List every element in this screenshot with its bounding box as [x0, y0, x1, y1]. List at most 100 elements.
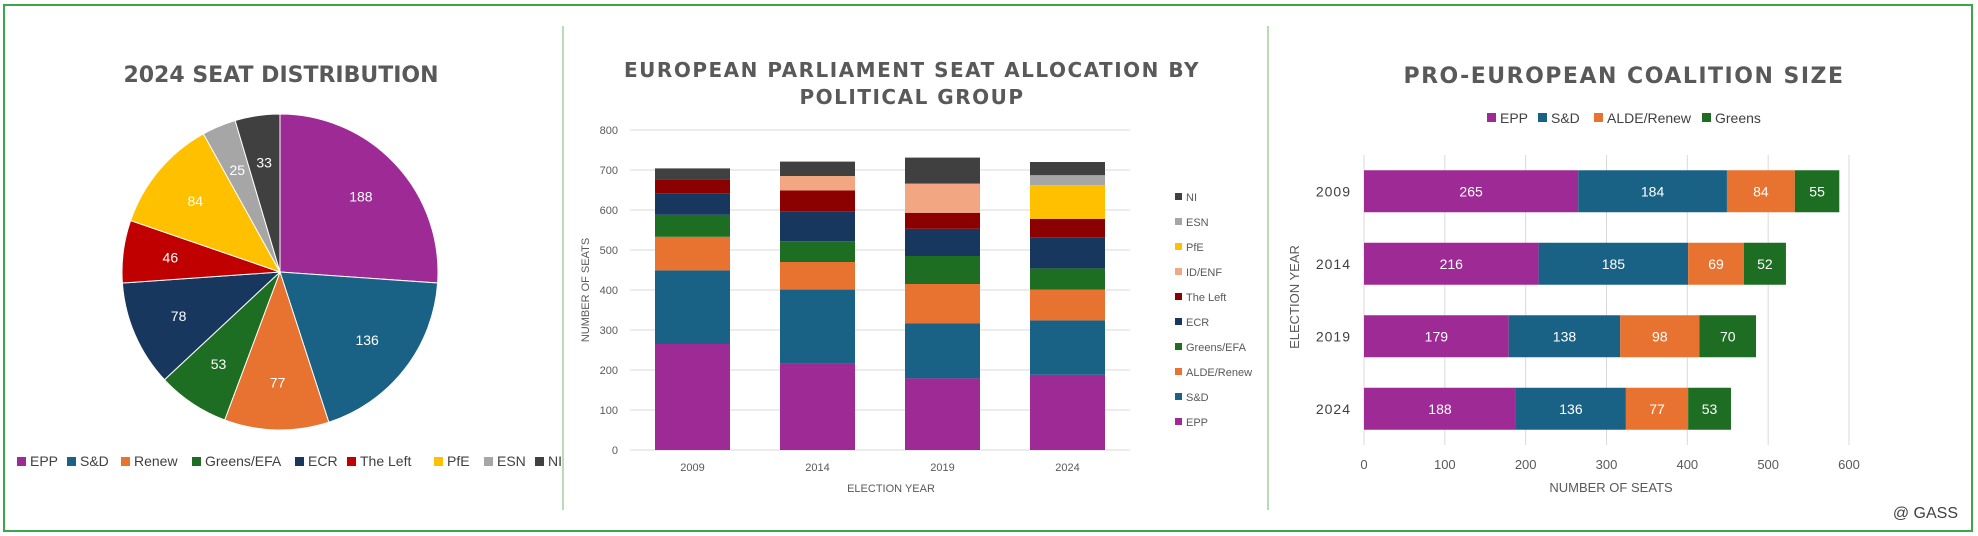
hbar-y-tick-label: 2009 [1316, 183, 1351, 199]
hbar-value-label: 52 [1757, 256, 1773, 272]
bar-legend-label-pfe: PfE [1186, 242, 1204, 254]
hbar-segment-alde-renew-2019 [1620, 315, 1700, 358]
bar-y-tick-label: 100 [600, 405, 618, 417]
bar-y-tick-label: 300 [600, 325, 618, 337]
bar-legend-swatch-epp [1175, 418, 1182, 425]
hbar-y-tick-label: 2024 [1316, 401, 1351, 417]
bar-legend-label-sandd: S&D [1186, 392, 1209, 404]
hbar-y-tick-label: 2019 [1316, 328, 1351, 344]
bar-segment-id-enf-2019 [905, 183, 980, 213]
hbar-segment-sandd-2014 [1538, 242, 1689, 285]
bar-legend-swatch-greens-efa [1175, 343, 1182, 350]
pie-slice-ni [234, 113, 281, 273]
bar-y-tick-label: 0 [612, 445, 618, 457]
bar-legend-swatch-esn [1175, 218, 1182, 225]
pie-legend-label-sandd: S&D [80, 453, 109, 469]
hbar-plot-area: 0 100 200 300 400 500 600 265 184 84 55 2009 216 185 6… [1316, 155, 1860, 472]
pie-label-epp: 188 [349, 189, 373, 205]
bar-legend-label-alde-renew: ALDE/Renew [1186, 367, 1252, 379]
bar-segment-ecr-2014 [780, 211, 855, 242]
hbar-x-tick-label: 100 [1434, 457, 1456, 472]
hbar-legend-swatch-epp [1487, 113, 1496, 122]
hbar-legend-label-sandd: S&D [1551, 110, 1580, 126]
bar-legend-label-ecr: ECR [1186, 317, 1209, 329]
hbar-segment-epp-2019 [1364, 315, 1509, 358]
dashboard-frame [3, 4, 1973, 532]
bar-legend-swatch-alde-renew [1175, 368, 1182, 375]
hbar-value-label: 188 [1428, 401, 1452, 417]
pie-legend-swatch-sandd [67, 457, 76, 466]
hbar-value-label: 216 [1440, 256, 1464, 272]
pie-slices: 188 136 77 53 78 46 84 25 33 [121, 113, 439, 431]
hbar-x-tick-label: 200 [1515, 457, 1537, 472]
hbar-value-label: 70 [1720, 328, 1736, 344]
hbar-x-tick-label: 400 [1676, 457, 1698, 472]
bar-segment-ni-2014 [780, 161, 855, 176]
bar-segment-sandd-2009 [655, 270, 730, 344]
bar-segment-esn-2024 [1030, 175, 1105, 186]
pie-slice-pfe [129, 133, 282, 273]
hbar-segment-sandd-2009 [1578, 170, 1727, 213]
pie-label-ni: 33 [256, 155, 272, 171]
bar-segment-greens-efa-2014 [780, 241, 855, 262]
hbar-value-label: 84 [1753, 183, 1769, 199]
bar-segment-epp-2009 [655, 344, 730, 450]
pie-legend-swatch-pfe [434, 457, 443, 466]
hbar-x-tick-label: 600 [1838, 457, 1860, 472]
bar-legend-label-the-left: The Left [1186, 292, 1226, 304]
pie-label-greens-efa: 53 [211, 356, 227, 372]
hbar-segment-sandd-2024 [1515, 387, 1626, 430]
pie-legend-swatch-ni [535, 457, 544, 466]
bar-segment-greens-efa-2019 [905, 256, 980, 284]
pie-legend-label-epp: EPP [30, 453, 58, 469]
pie-label-sandd: 136 [355, 332, 379, 348]
bar-segment-pfe-2024 [1030, 185, 1105, 219]
pie-label-renew: 77 [270, 375, 286, 391]
bar-y-tick-label: 200 [600, 365, 618, 377]
pie-label-ecr: 78 [171, 308, 187, 324]
bar-legend-swatch-ecr [1175, 318, 1182, 325]
bar-segment-alde-renew-2019 [905, 284, 980, 324]
bar-segment-greens-efa-2024 [1030, 268, 1105, 290]
hbar-value-label: 179 [1425, 328, 1449, 344]
bar-segment-the-left-2009 [655, 179, 730, 194]
bar-x-tick-label: 2019 [930, 462, 954, 474]
hbar-value-label: 185 [1602, 256, 1626, 272]
pie-legend-label-the-left: The Left [360, 453, 411, 469]
hbar-value-label: 265 [1459, 183, 1483, 199]
hbar-value-label: 69 [1708, 256, 1724, 272]
hbar-value-label: 98 [1652, 328, 1668, 344]
pie-legend-swatch-ecr [295, 457, 304, 466]
pie-legend-label-greens-efa: Greens/EFA [205, 453, 282, 469]
bar-x-tick-label: 2014 [805, 462, 829, 474]
bar-legend-label-greens-efa: Greens/EFA [1186, 342, 1247, 354]
credit-text: @ GASS [1893, 505, 1958, 522]
horizontal-bar-chart-panel: PRO-EUROPEAN COALITION SIZE EPP S&D ALDE/R… [1287, 64, 1860, 495]
hbar-value-label: 136 [1559, 401, 1583, 417]
bar-x-tick-label: 2009 [680, 462, 704, 474]
pie-legend-swatch-epp [17, 457, 26, 466]
pie-label-pfe: 84 [187, 193, 203, 209]
hbar-x-tick-label: 500 [1757, 457, 1779, 472]
pie-slice-epp [279, 113, 439, 284]
hbar-legend-swatch-sandd [1538, 113, 1547, 122]
pie-legend: EPP S&D Renew Greens/EFA ECR The Left PfE ESN NI [17, 453, 562, 469]
bar-segment-sandd-2014 [780, 289, 855, 364]
bar-segment-ni-2024 [1030, 162, 1105, 176]
hbar-y-tick-label: 2014 [1316, 256, 1351, 272]
hbar-legend: EPP S&D ALDE/Renew Greens [1487, 110, 1761, 126]
hbar-value-label: 77 [1649, 401, 1665, 417]
pie-legend-label-ecr: ECR [308, 453, 338, 469]
bar-legend-label-id-enf: ID/ENF [1186, 267, 1222, 279]
bar-plot-area: 0 100 200 300 400 500 600 700 800 2009 2014 2019 202… [600, 125, 1130, 474]
bar-legend-swatch-id-enf [1175, 268, 1182, 275]
bar-segment-the-left-2014 [780, 190, 855, 212]
pie-legend-swatch-the-left [347, 457, 356, 466]
pie-slice-ecr [121, 271, 282, 381]
pie-legend-swatch-esn [484, 457, 493, 466]
bar-legend-label-epp: EPP [1186, 417, 1208, 429]
pie-chart-title: 2024 SEAT DISTRIBUTION [123, 63, 438, 88]
stacked-bar-chart-panel: EUROPEAN PARLIAMENT SEAT ALLOCATION BY P… [580, 58, 1252, 495]
hbar-segment-epp-2024 [1364, 387, 1516, 430]
bar-legend-label-esn: ESN [1186, 217, 1209, 229]
